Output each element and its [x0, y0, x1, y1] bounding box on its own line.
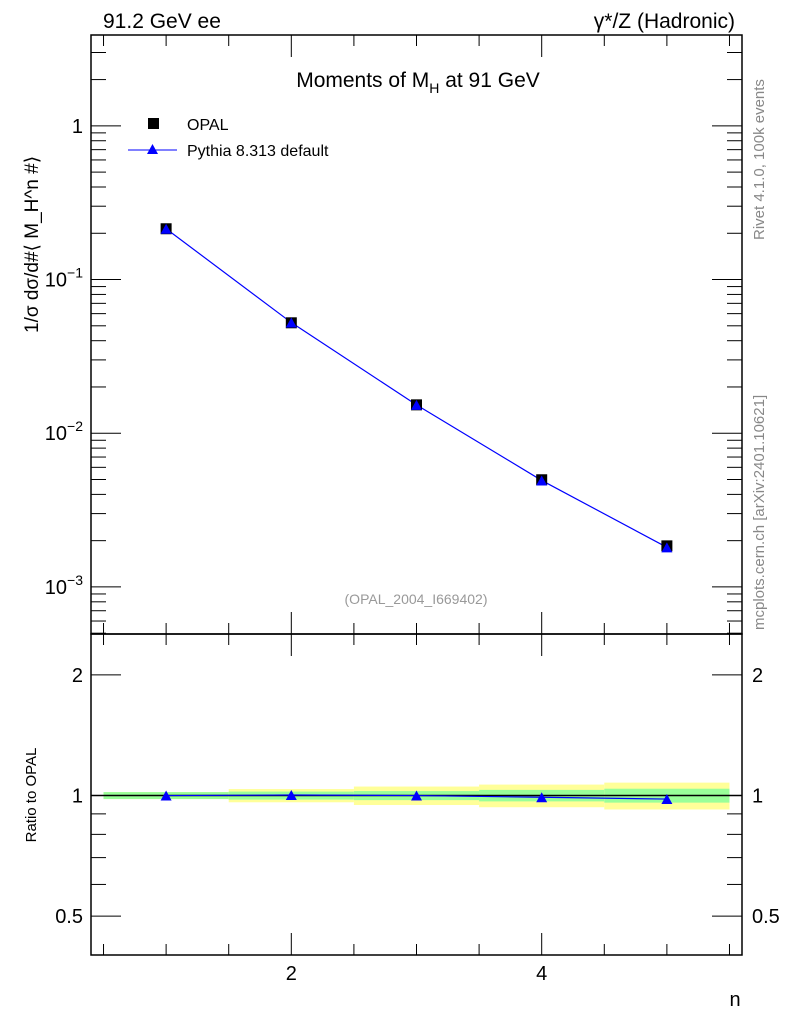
- pythia-point: [411, 399, 422, 410]
- header-left: 91.2 GeV ee: [103, 10, 221, 33]
- ratio-y-tick-label-left: 0.5: [55, 906, 83, 928]
- ratio-point: [411, 790, 422, 801]
- pythia-point: [536, 475, 548, 486]
- rivet-label: Rivet 4.1.0, 100k events: [751, 79, 768, 240]
- header-right: γ*/Z (Hadronic): [594, 10, 735, 33]
- pythia-point: [285, 317, 297, 328]
- x-tick-label: 4: [536, 963, 547, 985]
- ratio-y-label: Ratio to OPAL: [23, 748, 40, 843]
- chart-title: Moments of MH at 91 GeV: [296, 69, 540, 96]
- analysis-annotation: (OPAL_2004_I669402): [345, 591, 488, 607]
- pythia-point: [160, 223, 172, 234]
- y-tick-label: 10−1: [45, 265, 83, 292]
- y-tick-label: 10−2: [45, 418, 83, 445]
- x-axis-label: n: [729, 989, 740, 1011]
- legend-marker-pythia: [147, 144, 158, 154]
- ratio-point: [661, 794, 673, 805]
- x-tick-label: 2: [286, 963, 297, 985]
- ratio-y-tick-label-left: 1: [72, 786, 83, 808]
- legend: OPAL Pythia 8.313 default: [128, 117, 329, 160]
- ratio-point: [536, 792, 548, 803]
- pythia-line: [165, 228, 668, 548]
- legend-marker-opal: [148, 118, 159, 129]
- ratio-y-tick-label-right: 0.5: [752, 906, 780, 928]
- mcplots-label: mcplots.cern.ch [arXiv:2401.10621]: [751, 395, 768, 630]
- ratio-point: [285, 790, 297, 801]
- legend-label-opal: OPAL: [187, 117, 229, 134]
- y-axis-label: 1/σ dσ/d#⟨ M_H^n #⟩: [22, 156, 43, 333]
- ratio-y-tick-label-right: 2: [752, 665, 763, 687]
- y-tick-label: 1: [72, 116, 83, 138]
- ratio-y-tick-label-left: 2: [72, 665, 83, 687]
- legend-label-pythia: Pythia 8.313 default: [187, 143, 329, 160]
- pythia-point: [661, 542, 673, 553]
- ratio-point: [160, 790, 172, 801]
- ratio-y-tick-label-right: 1: [752, 786, 763, 808]
- ratio-panel: 0.5 0.5 1 1 2 2 2 4: [55, 633, 780, 985]
- y-tick-label: 10−3: [45, 572, 83, 599]
